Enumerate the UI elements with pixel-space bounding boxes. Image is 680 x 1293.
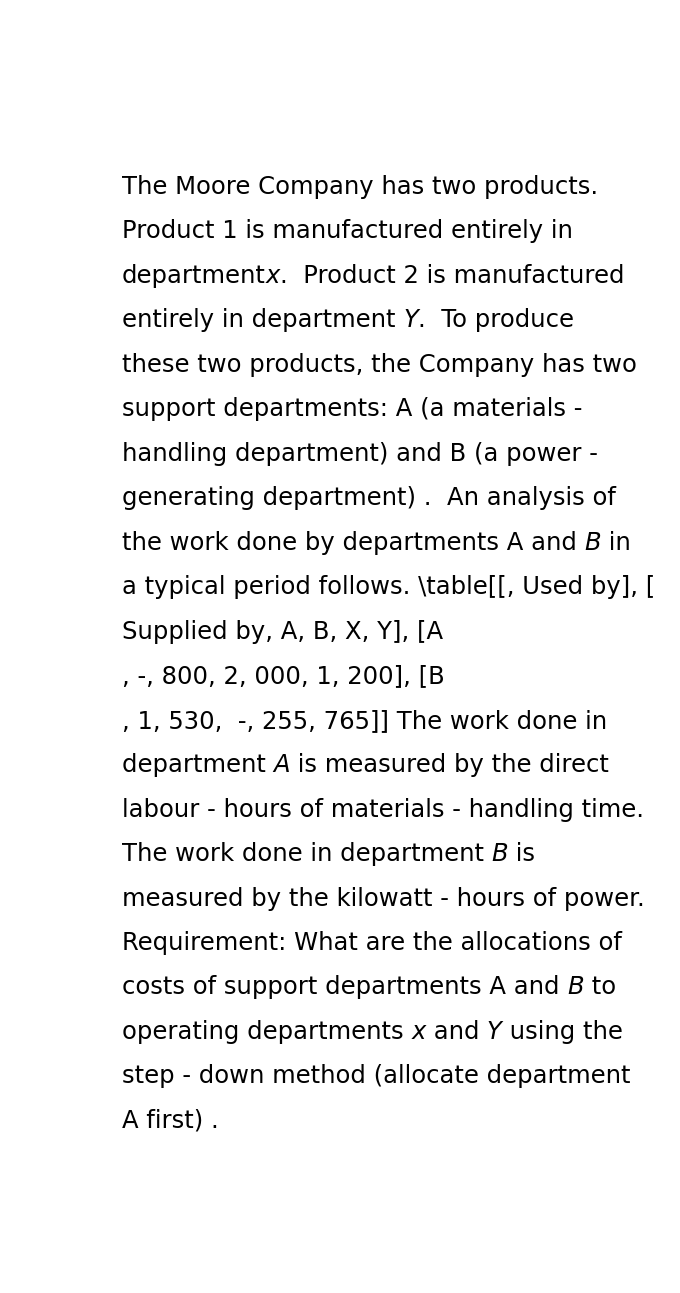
- Text: generating department) .  An analysis of: generating department) . An analysis of: [122, 486, 616, 511]
- Text: .  Product 2 is manufactured: . Product 2 is manufactured: [280, 264, 625, 288]
- Text: operating departments: operating departments: [122, 1020, 411, 1043]
- Text: Y: Y: [403, 309, 418, 332]
- Text: Product 1 is manufactured entirely in: Product 1 is manufactured entirely in: [122, 220, 573, 243]
- Text: Requirement: What are the allocations of: Requirement: What are the allocations of: [122, 931, 622, 956]
- Text: B: B: [567, 975, 583, 999]
- Text: x: x: [266, 264, 280, 288]
- Text: The work done in department: The work done in department: [122, 842, 492, 866]
- Text: and: and: [426, 1020, 487, 1043]
- Text: , 1, 530,  -, 255, 765]] The work done in: , 1, 530, -, 255, 765]] The work done in: [122, 709, 607, 733]
- Text: B: B: [492, 842, 508, 866]
- Text: labour - hours of materials - handling time.: labour - hours of materials - handling t…: [122, 798, 644, 821]
- Text: using the: using the: [502, 1020, 623, 1043]
- Text: to: to: [583, 975, 616, 999]
- Text: a typical period follows. \table[[, Used by], [: a typical period follows. \table[[, Used…: [122, 575, 655, 599]
- Text: x: x: [411, 1020, 426, 1043]
- Text: Y: Y: [487, 1020, 502, 1043]
- Text: these two products, the Company has two: these two products, the Company has two: [122, 353, 636, 376]
- Text: the work done by departments A and: the work done by departments A and: [122, 531, 585, 555]
- Text: costs of support departments A and: costs of support departments A and: [122, 975, 567, 999]
- Text: is measured by the direct: is measured by the direct: [290, 753, 609, 777]
- Text: Supplied by, A, B, X, Y], [A: Supplied by, A, B, X, Y], [A: [122, 619, 443, 644]
- Text: B: B: [585, 531, 601, 555]
- Text: entirely in department: entirely in department: [122, 309, 403, 332]
- Text: .  To produce: . To produce: [418, 309, 574, 332]
- Text: handling department) and B (a power -: handling department) and B (a power -: [122, 442, 598, 465]
- Text: support departments: A (a materials -: support departments: A (a materials -: [122, 397, 582, 422]
- Text: A first) .: A first) .: [122, 1109, 219, 1133]
- Text: A: A: [273, 753, 290, 777]
- Text: department: department: [122, 264, 266, 288]
- Text: department: department: [122, 753, 273, 777]
- Text: step - down method (allocate department: step - down method (allocate department: [122, 1064, 630, 1089]
- Text: in: in: [601, 531, 631, 555]
- Text: measured by the kilowatt - hours of power.: measured by the kilowatt - hours of powe…: [122, 887, 645, 910]
- Text: The Moore Company has two products.: The Moore Company has two products.: [122, 175, 598, 199]
- Text: , -, 800, 2, 000, 1, 200], [B: , -, 800, 2, 000, 1, 200], [B: [122, 665, 445, 688]
- Text: is: is: [508, 842, 535, 866]
